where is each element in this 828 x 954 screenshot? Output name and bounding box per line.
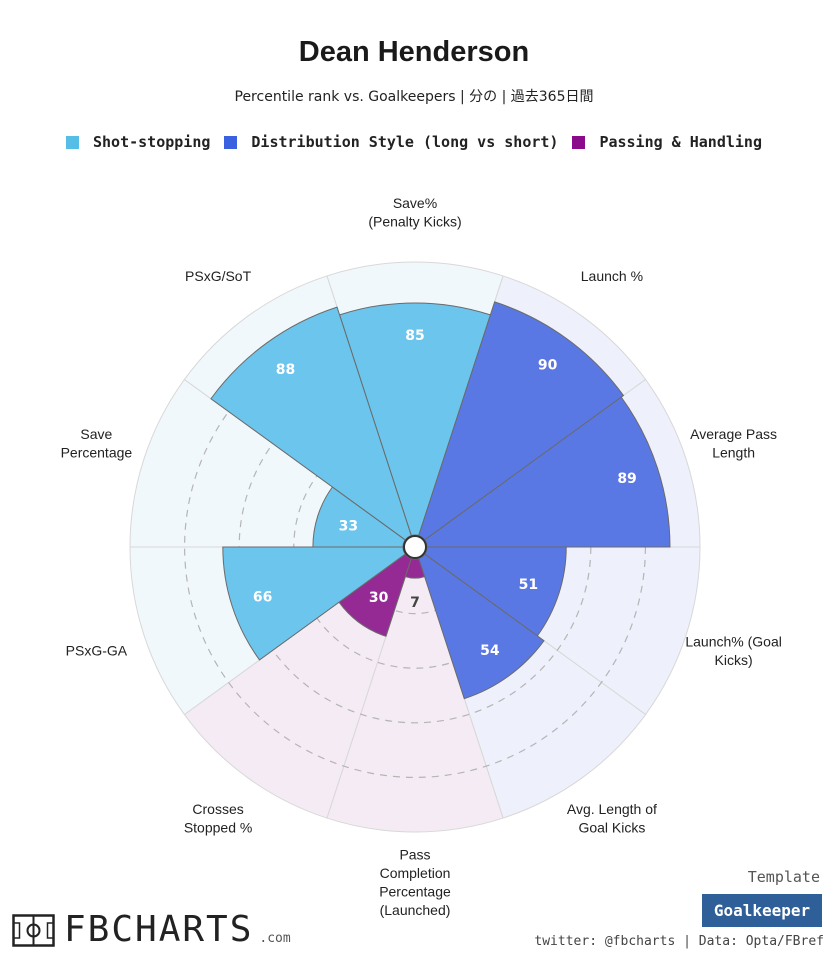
category-label-9: PSxG/SoT	[185, 268, 252, 284]
legend-item-distribution: Distribution Style (long vs short)	[224, 133, 558, 151]
template-badge: Goalkeeper	[702, 894, 822, 927]
logo-text: FBCHARTS	[64, 909, 254, 950]
category-label-2: Average Pass Length	[690, 426, 777, 461]
legend-item-passing: Passing & Handling	[572, 133, 762, 151]
template-label: Template	[747, 868, 820, 886]
legend: Shot-stopping Distribution Style (long v…	[0, 133, 828, 151]
legend-item-shot-stopping: Shot-stopping	[65, 133, 211, 151]
legend-label-shot-stopping: Shot-stopping	[92, 133, 211, 151]
legend-label-distribution: Distribution Style (long vs short)	[251, 133, 559, 151]
category-label-5: Pass Completion Percentage (Launched)	[379, 846, 451, 918]
category-label-1: Launch %	[581, 268, 643, 284]
category-label-6: Crosses Stopped %	[184, 801, 253, 836]
chart-subtitle: Percentile rank vs. Goalkeepers | 分の | 過…	[234, 89, 594, 105]
value-label-9: 88	[276, 362, 295, 378]
value-label-5: 7	[410, 595, 420, 611]
legend-swatch-shot-stopping	[65, 135, 79, 149]
logo-suffix: .com	[259, 931, 291, 946]
value-label-4: 54	[480, 643, 500, 659]
category-label-3: Launch% (Goal Kicks)	[685, 633, 782, 668]
category-label-8: Save Percentage	[61, 426, 133, 461]
value-label-3: 51	[519, 577, 538, 593]
value-label-0: 85	[405, 328, 424, 344]
fbcharts-logo: FBCHARTS .com	[12, 908, 291, 948]
value-label-6: 30	[369, 590, 389, 606]
category-label-0: Save% (Penalty Kicks)	[368, 195, 461, 230]
value-label-8: 33	[339, 518, 358, 534]
center-hub	[403, 535, 427, 559]
category-label-4: Avg. Length of Goal Kicks	[567, 801, 657, 836]
value-label-2: 89	[617, 471, 636, 487]
category-label-7: PSxG-GA	[66, 643, 128, 659]
legend-label-passing: Passing & Handling	[599, 133, 762, 151]
pitch-logo-icon	[12, 914, 55, 947]
credits-text: twitter: @fbcharts | Data: Opta/FBref	[534, 934, 824, 949]
value-label-7: 66	[253, 589, 272, 605]
legend-swatch-passing	[572, 135, 586, 149]
legend-swatch-distribution	[224, 135, 238, 149]
chart-title: Dean Henderson	[298, 36, 530, 68]
value-label-1: 90	[538, 357, 558, 373]
